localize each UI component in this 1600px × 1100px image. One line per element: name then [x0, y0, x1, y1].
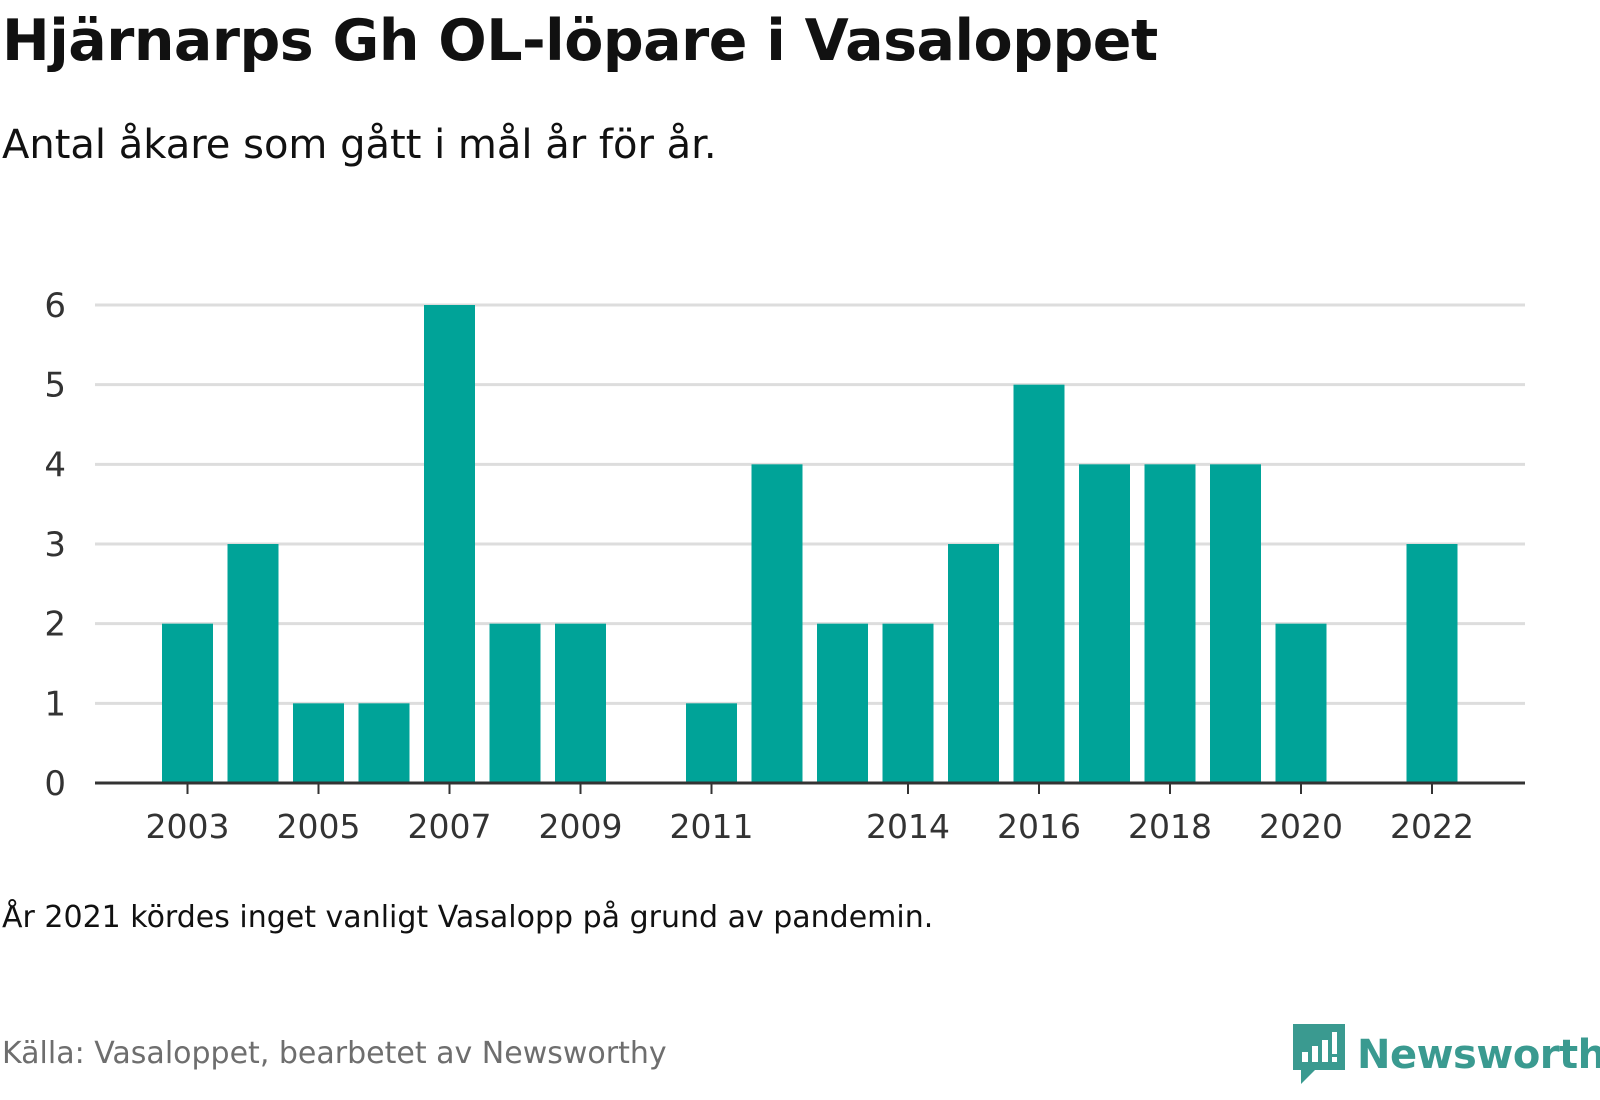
bar-2007 — [424, 305, 475, 783]
logo-text: Newsworthy — [1357, 1032, 1600, 1078]
bar-2005 — [293, 703, 344, 783]
y-tick-label: 6 — [44, 286, 66, 326]
bar-2003 — [162, 623, 213, 783]
x-tick-label: 2014 — [866, 807, 950, 846]
y-tick-label: 1 — [44, 684, 66, 724]
x-tick-label: 2007 — [408, 807, 492, 846]
bar-2022 — [1406, 544, 1458, 783]
chart-title: Hjärnarps Gh OL-löpare i Vasaloppet — [2, 8, 1158, 74]
bar-2006 — [358, 703, 410, 783]
x-tick-label: 2018 — [1128, 807, 1212, 846]
bar-2012 — [751, 464, 803, 783]
bar-2004 — [227, 544, 279, 783]
bar-2016 — [1013, 384, 1065, 783]
y-tick-label: 0 — [44, 764, 66, 804]
x-axis-ticks: 2003 2005 2007 2009 2011 2014 2016 2018 2020 2022 — [146, 783, 1474, 846]
bar-chart: 0 1 2 3 4 5 6 2003 2005 2007 2009 2011 2014 2016 2018… — [44, 286, 1525, 846]
y-tick-label: 5 — [44, 366, 66, 406]
bar-2014 — [882, 623, 934, 783]
newsworthy-logo-icon — [1293, 1024, 1345, 1084]
y-tick-label: 4 — [44, 445, 66, 485]
y-tick-label: 3 — [44, 525, 66, 565]
bar-2020 — [1275, 623, 1327, 783]
bar-2008 — [489, 623, 541, 783]
y-axis-ticks: 0 1 2 3 4 5 6 — [44, 286, 66, 804]
x-tick-label: 2016 — [997, 807, 1081, 846]
newsworthy-logo: Newsworthy — [1293, 1020, 1600, 1090]
x-tick-label: 2005 — [277, 807, 361, 846]
bar-2017 — [1079, 464, 1130, 783]
bar-2019 — [1210, 464, 1261, 783]
bar-2015 — [948, 544, 999, 783]
x-tick-label: 2020 — [1259, 807, 1343, 846]
y-tick-label: 2 — [44, 605, 66, 645]
chart-subtitle: Antal åkare som gått i mål år för år. — [2, 122, 717, 168]
chart-note: År 2021 kördes inget vanligt Vasalopp på… — [2, 900, 934, 935]
bars — [162, 305, 1458, 783]
source-text: Källa: Vasaloppet, bearbetet av Newswort… — [2, 1036, 667, 1071]
bar-2011 — [686, 703, 737, 783]
x-tick-label: 2022 — [1390, 807, 1474, 846]
x-tick-label: 2009 — [539, 807, 623, 846]
x-tick-label: 2003 — [146, 807, 230, 846]
bar-2009 — [555, 623, 606, 783]
bar-2013 — [817, 623, 868, 783]
bar-2018 — [1144, 464, 1196, 783]
x-tick-label: 2011 — [670, 807, 754, 846]
